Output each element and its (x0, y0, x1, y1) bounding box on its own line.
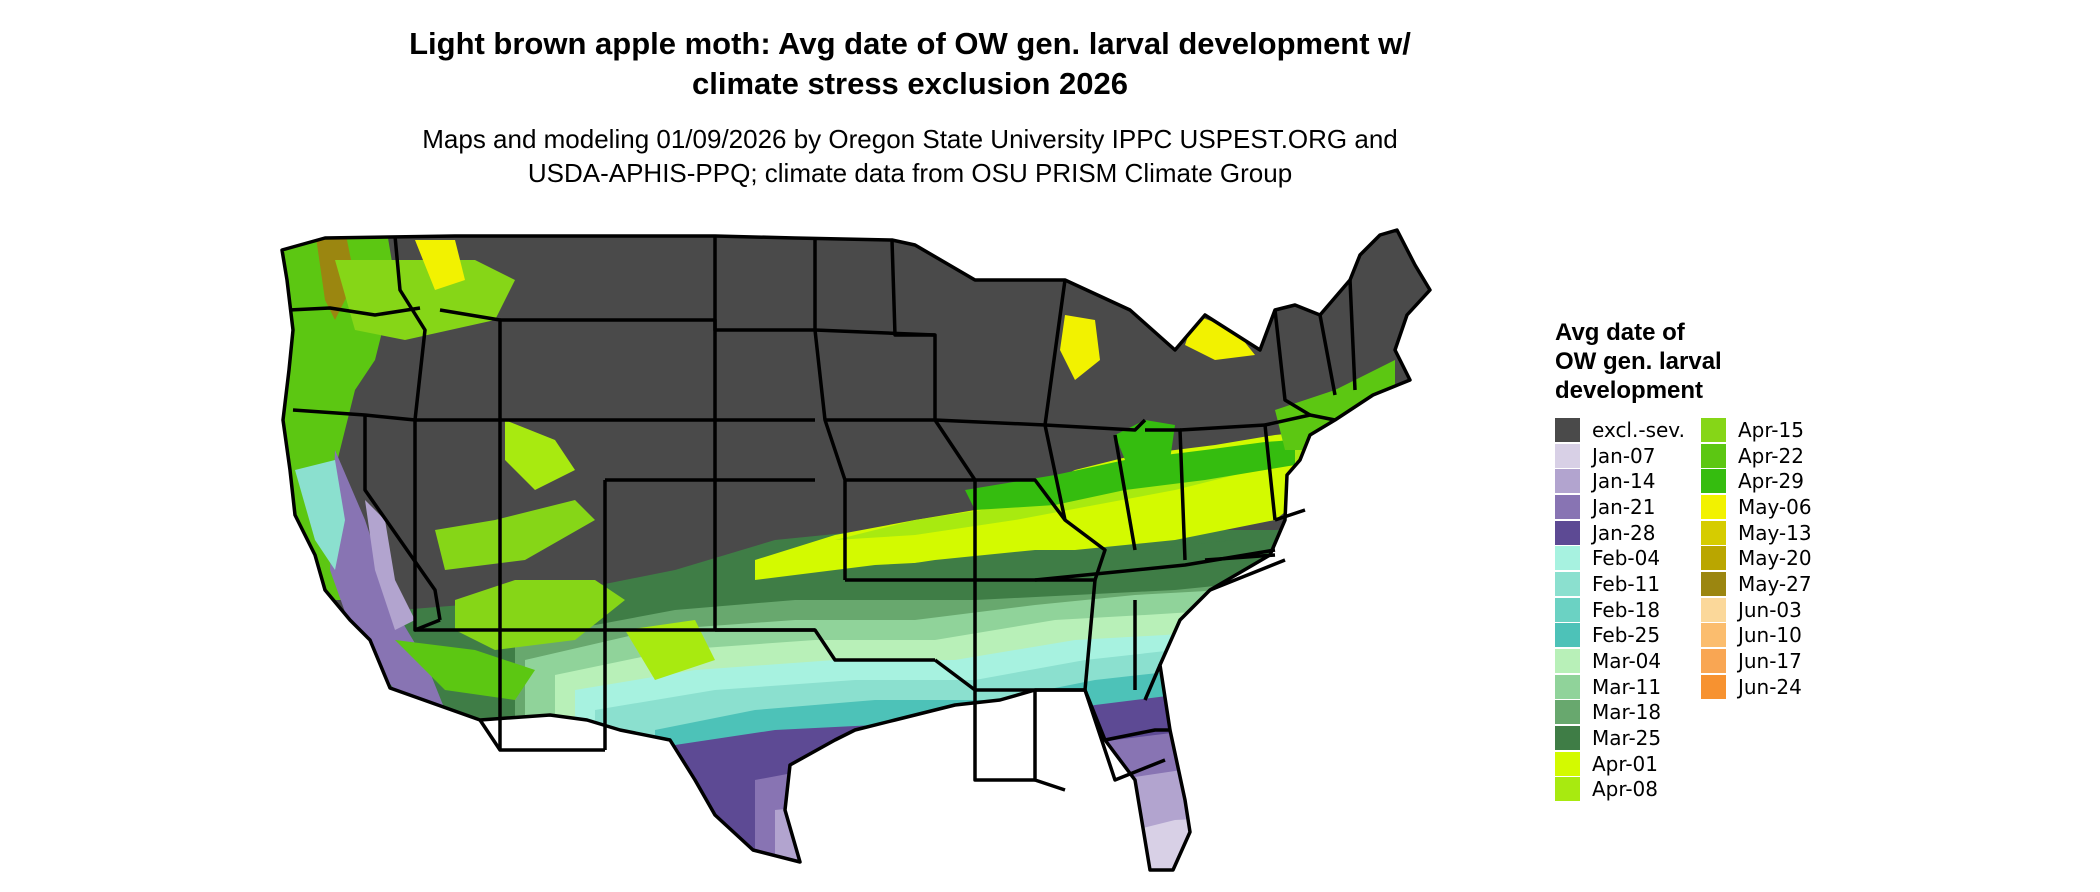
legend-label: Jan-07 (1592, 443, 1656, 468)
legend-column-2: Apr-15 Apr-22 Apr-29 May-06 May-13 May-20 May-… (1700, 417, 1812, 802)
legend-label: Mar-25 (1592, 726, 1662, 751)
legend-swatch (1555, 726, 1580, 751)
legend: Avg date of OW gen. larval development e… (1555, 318, 1875, 802)
legend-swatch (1700, 623, 1726, 648)
legend-label: Feb-11 (1592, 571, 1661, 596)
legend-label: Mar-04 (1592, 649, 1662, 674)
map-title-line-1: Light brown apple moth: Avg date of OW g… (409, 26, 1411, 61)
legend-label: Apr-01 (1592, 751, 1658, 776)
legend-swatch (1700, 417, 1726, 442)
legend-swatch (1700, 571, 1726, 596)
legend-title-line-3: development (1555, 377, 1704, 404)
legend-item: Mar-04 (1555, 648, 1685, 674)
legend-title: Avg date of OW gen. larval development (1555, 318, 1875, 405)
legend-swatch (1555, 751, 1580, 776)
legend-item: Jan-14 (1555, 468, 1685, 494)
legend-label: Mar-11 (1592, 674, 1662, 699)
legend-swatch (1700, 494, 1726, 519)
legend-item: Feb-18 (1555, 597, 1685, 623)
legend-swatch (1555, 674, 1580, 699)
legend-item: Jun-03 (1700, 597, 1812, 623)
legend-swatch (1700, 443, 1726, 468)
legend-item: Jun-24 (1700, 674, 1812, 700)
legend-label: Apr-08 (1592, 777, 1658, 802)
legend-label: Jan-14 (1592, 469, 1656, 494)
legend-item: Feb-25 (1555, 623, 1685, 649)
legend-swatch (1700, 546, 1726, 571)
legend-label: Mar-18 (1592, 700, 1662, 725)
legend-label: Jan-28 (1592, 520, 1656, 545)
legend-item: Jan-07 (1555, 443, 1685, 469)
legend-item: May-13 (1700, 520, 1812, 546)
legend-swatch (1555, 623, 1580, 648)
legend-item: May-20 (1700, 545, 1812, 571)
legend-label: May-06 (1737, 494, 1812, 519)
legend-label: May-20 (1737, 546, 1812, 571)
legend-item: Jan-21 (1555, 494, 1685, 520)
legend-item: Apr-08 (1555, 777, 1685, 803)
legend-swatch (1555, 649, 1580, 674)
legend-item: Mar-11 (1555, 674, 1685, 700)
legend-label: Feb-04 (1592, 546, 1661, 571)
us-map (280, 228, 1432, 872)
legend-title-line-1: Avg date of (1555, 319, 1685, 346)
legend-item: Jun-10 (1700, 623, 1812, 649)
legend-item: Apr-15 (1700, 417, 1812, 443)
legend-item: Feb-11 (1555, 571, 1685, 597)
legend-item: Apr-29 (1700, 468, 1812, 494)
map-subtitle-line-2: USDA-APHIS-PPQ; climate data from OSU PR… (527, 158, 1293, 188)
legend-swatch (1700, 469, 1726, 494)
legend-label: excl.-sev. (1592, 417, 1685, 442)
legend-item: Apr-01 (1555, 751, 1685, 777)
legend-swatch (1555, 571, 1580, 596)
legend-swatch (1555, 777, 1580, 802)
legend-swatch (1555, 597, 1580, 622)
legend-swatch (1555, 417, 1580, 442)
legend-label: Feb-25 (1592, 623, 1661, 648)
legend-label: Apr-15 (1737, 417, 1804, 442)
map-title-line-2: climate stress exclusion 2026 (692, 66, 1128, 101)
legend-swatch (1555, 469, 1580, 494)
legend-swatch (1700, 674, 1726, 699)
legend-column-1: excl.-sev. Jan-07 Jan-14 Jan-21 Jan-28 Feb-04… (1555, 417, 1685, 802)
legend-swatch (1555, 546, 1580, 571)
map-subtitle-line-1: Maps and modeling 01/09/2026 by Oregon S… (422, 124, 1398, 154)
legend-label: May-27 (1737, 571, 1812, 596)
legend-swatch (1700, 520, 1726, 545)
legend-item: Mar-18 (1555, 700, 1685, 726)
legend-swatch (1555, 700, 1580, 725)
legend-item: excl.-sev. (1555, 417, 1685, 443)
legend-label: Jan-21 (1592, 494, 1656, 519)
map-title: Light brown apple moth: Avg date of OW g… (300, 24, 1520, 104)
legend-item: Jun-17 (1700, 648, 1812, 674)
legend-label: Jun-24 (1737, 674, 1802, 699)
legend-swatch (1555, 520, 1580, 545)
legend-label: Jun-10 (1737, 623, 1802, 648)
legend-item: Feb-04 (1555, 545, 1685, 571)
legend-label: Apr-29 (1737, 469, 1804, 494)
map-subtitle: Maps and modeling 01/09/2026 by Oregon S… (300, 122, 1520, 190)
legend-swatch (1555, 443, 1580, 468)
legend-label: May-13 (1737, 520, 1812, 545)
legend-label: Jun-17 (1737, 649, 1802, 674)
legend-item: May-06 (1700, 494, 1812, 520)
legend-swatch (1700, 597, 1726, 622)
legend-label: Feb-18 (1592, 597, 1661, 622)
legend-swatch (1700, 649, 1726, 674)
legend-label: Apr-22 (1737, 443, 1804, 468)
legend-swatch (1555, 494, 1580, 519)
legend-label: Jun-03 (1737, 597, 1802, 622)
legend-item: Apr-22 (1700, 443, 1812, 469)
legend-item: Jan-28 (1555, 520, 1685, 546)
legend-title-line-2: OW gen. larval (1555, 348, 1722, 375)
legend-item: Mar-25 (1555, 725, 1685, 751)
legend-item: May-27 (1700, 571, 1812, 597)
